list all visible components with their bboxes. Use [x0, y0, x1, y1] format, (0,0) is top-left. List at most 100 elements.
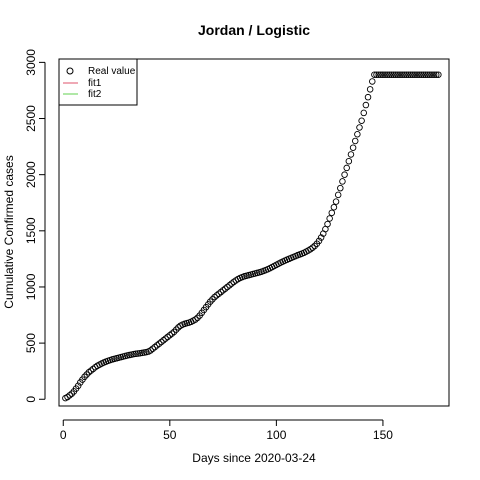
- data-point: [411, 71, 419, 78]
- data-point: [224, 283, 231, 291]
- data-point: [192, 316, 199, 323]
- data-point: [213, 292, 220, 299]
- data-point: [155, 340, 163, 347]
- x-axis: 0 50 100 150: [60, 419, 393, 442]
- data-point: [400, 71, 408, 78]
- data-point: [66, 392, 73, 399]
- data-point: [341, 171, 348, 178]
- data-point: [147, 347, 154, 354]
- data-point: [221, 285, 229, 292]
- data-point: [158, 338, 165, 346]
- data-point: [345, 157, 353, 165]
- x-tick-label: 50: [163, 428, 177, 442]
- legend-fit1-label: fit1: [88, 78, 102, 89]
- data-point: [403, 71, 410, 78]
- data-point: [132, 350, 139, 358]
- data-point: [207, 298, 214, 305]
- data-point: [386, 71, 393, 78]
- data-point: [371, 71, 378, 78]
- chart-title: Jordan / Logistic: [198, 22, 310, 38]
- data-point: [356, 124, 363, 131]
- data-point: [64, 393, 71, 401]
- data-point: [83, 371, 90, 378]
- data-point: [418, 71, 425, 78]
- data-points: [62, 71, 442, 402]
- data-point: [324, 220, 331, 228]
- data-point: [435, 71, 442, 78]
- data-point: [136, 349, 144, 357]
- data-point: [415, 71, 423, 78]
- x-tick-label: 100: [266, 428, 286, 442]
- data-point: [379, 71, 387, 78]
- data-point: [172, 326, 180, 333]
- data-point: [311, 242, 318, 250]
- data-point: [339, 178, 346, 185]
- data-point: [347, 151, 355, 158]
- data-point: [362, 101, 370, 109]
- data-point: [407, 71, 414, 78]
- data-point: [369, 78, 376, 85]
- data-point: [366, 86, 374, 93]
- data-point: [430, 71, 438, 78]
- data-point: [337, 184, 344, 192]
- data-point: [153, 342, 161, 349]
- data-point: [209, 296, 216, 303]
- data-point: [373, 71, 380, 78]
- data-point: [426, 71, 434, 78]
- data-point: [326, 215, 333, 222]
- data-point: [398, 71, 406, 78]
- data-point: [138, 349, 146, 357]
- data-point: [377, 71, 385, 78]
- legend: Real value fit1 fit2: [58, 58, 138, 106]
- data-point: [405, 71, 412, 78]
- data-point: [226, 282, 233, 289]
- y-axis-label: Cumulative Confirmed cases: [2, 155, 16, 308]
- data-point: [394, 71, 402, 78]
- data-point: [392, 71, 399, 78]
- data-point: [309, 244, 316, 251]
- legend-box: [58, 58, 138, 106]
- data-point: [424, 71, 431, 78]
- data-point: [364, 93, 372, 101]
- data-point: [422, 71, 429, 78]
- data-point: [130, 350, 137, 358]
- data-point: [349, 144, 357, 151]
- data-point: [68, 390, 76, 397]
- data-point: [160, 337, 167, 344]
- data-point: [166, 332, 174, 339]
- data-point: [383, 71, 391, 78]
- data-point: [360, 109, 368, 117]
- plot-frame: [58, 58, 450, 407]
- data-point: [81, 373, 88, 381]
- data-point: [87, 367, 95, 374]
- legend-real-value-marker: [66, 67, 74, 75]
- y-tick-label: 3000: [24, 49, 38, 76]
- data-point: [328, 209, 336, 217]
- data-point: [74, 382, 82, 390]
- y-tick-label: 2000: [24, 161, 38, 188]
- data-point: [168, 330, 176, 337]
- data-point: [134, 350, 142, 357]
- data-point: [89, 365, 97, 373]
- data-point: [219, 287, 227, 294]
- y-tick-label: 2500: [24, 105, 38, 132]
- y-tick-label: 1500: [24, 217, 38, 244]
- data-point: [162, 335, 169, 342]
- data-point: [396, 71, 404, 78]
- x-tick-label: 0: [60, 428, 67, 442]
- data-point: [215, 290, 223, 297]
- data-point: [149, 345, 157, 352]
- y-tick-label: 500: [24, 333, 38, 353]
- data-point: [228, 280, 235, 287]
- x-axis-label: Days since 2020-03-24: [192, 451, 316, 465]
- data-point: [381, 71, 389, 78]
- data-point: [317, 234, 325, 241]
- data-point: [375, 71, 382, 78]
- data-point: [428, 71, 436, 78]
- data-point: [358, 117, 365, 125]
- data-point: [390, 71, 397, 78]
- data-point: [388, 71, 395, 78]
- data-point: [432, 71, 440, 78]
- data-point: [194, 314, 201, 322]
